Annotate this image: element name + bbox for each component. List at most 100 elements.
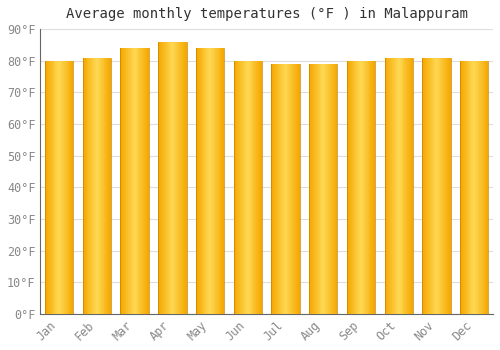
Bar (218, 48, 220, 314)
Bar (430, 57, 431, 314)
Bar (136, 48, 138, 314)
Bar (462, 61, 463, 314)
Bar (98, 57, 99, 314)
Bar (332, 64, 334, 314)
Bar (474, 61, 475, 314)
Bar (199, 48, 200, 314)
Bar (460, 61, 461, 314)
Bar (358, 61, 359, 314)
Bar (256, 61, 258, 314)
Title: Average monthly temperatures (°F ) in Malappuram: Average monthly temperatures (°F ) in Ma… (66, 7, 468, 21)
Bar (138, 48, 140, 314)
Bar (404, 57, 406, 314)
Bar (475, 61, 476, 314)
Bar (257, 61, 258, 314)
Bar (125, 48, 126, 314)
Bar (412, 57, 413, 314)
Bar (316, 64, 318, 314)
Bar (279, 64, 280, 314)
Bar (352, 61, 354, 314)
Bar (245, 61, 246, 314)
Bar (318, 64, 320, 314)
Bar (348, 61, 349, 314)
Bar (330, 64, 331, 314)
Bar (464, 61, 465, 314)
Bar (66, 61, 68, 314)
Bar (315, 64, 316, 314)
Bar (64, 61, 65, 314)
Bar (426, 57, 427, 314)
Bar (96, 57, 97, 314)
Bar (211, 48, 212, 314)
Bar (215, 48, 216, 314)
Bar (468, 61, 469, 314)
Bar (198, 48, 199, 314)
Bar (88, 57, 90, 314)
Bar (260, 61, 261, 314)
Bar (441, 57, 442, 314)
Bar (480, 61, 481, 314)
Bar (91, 57, 92, 314)
Bar (170, 42, 172, 314)
Bar (122, 48, 124, 314)
Bar (59, 61, 60, 314)
Bar (357, 61, 358, 314)
Bar (298, 64, 299, 314)
Bar (143, 48, 144, 314)
Bar (470, 61, 472, 314)
Bar (179, 42, 180, 314)
Bar (332, 64, 333, 314)
Bar (391, 57, 392, 314)
Bar (60, 61, 61, 314)
Bar (176, 42, 177, 314)
Bar (160, 42, 161, 314)
Bar (236, 61, 238, 314)
Bar (477, 61, 478, 314)
Bar (144, 48, 145, 314)
Bar (163, 42, 164, 314)
Bar (216, 48, 217, 314)
Bar (278, 64, 279, 314)
Bar (284, 64, 286, 314)
Bar (350, 61, 352, 314)
Bar (222, 48, 224, 314)
Bar (95, 57, 96, 314)
Bar (425, 57, 426, 314)
Bar (354, 61, 356, 314)
Bar (108, 57, 109, 314)
Bar (472, 61, 474, 314)
Bar (180, 42, 181, 314)
Bar (398, 57, 399, 314)
Bar (165, 42, 166, 314)
Bar (168, 42, 170, 314)
Bar (58, 61, 59, 314)
Bar (362, 61, 363, 314)
Bar (175, 42, 176, 314)
Bar (398, 57, 400, 314)
Bar (476, 61, 477, 314)
Bar (259, 61, 260, 314)
Bar (213, 48, 214, 314)
Bar (141, 48, 142, 314)
Bar (384, 57, 386, 314)
Bar (429, 57, 430, 314)
Bar (132, 48, 134, 314)
Bar (320, 64, 322, 314)
Bar (431, 57, 432, 314)
Bar (479, 61, 480, 314)
Bar (438, 57, 440, 314)
Bar (409, 57, 410, 314)
Bar (206, 48, 208, 314)
Bar (142, 48, 143, 314)
Bar (434, 57, 436, 314)
Bar (466, 61, 468, 314)
Bar (448, 57, 450, 314)
Bar (428, 57, 429, 314)
Bar (208, 48, 209, 314)
Bar (390, 57, 392, 314)
Bar (447, 57, 448, 314)
Bar (364, 61, 365, 314)
Bar (66, 61, 67, 314)
Bar (134, 48, 136, 314)
Bar (395, 57, 396, 314)
